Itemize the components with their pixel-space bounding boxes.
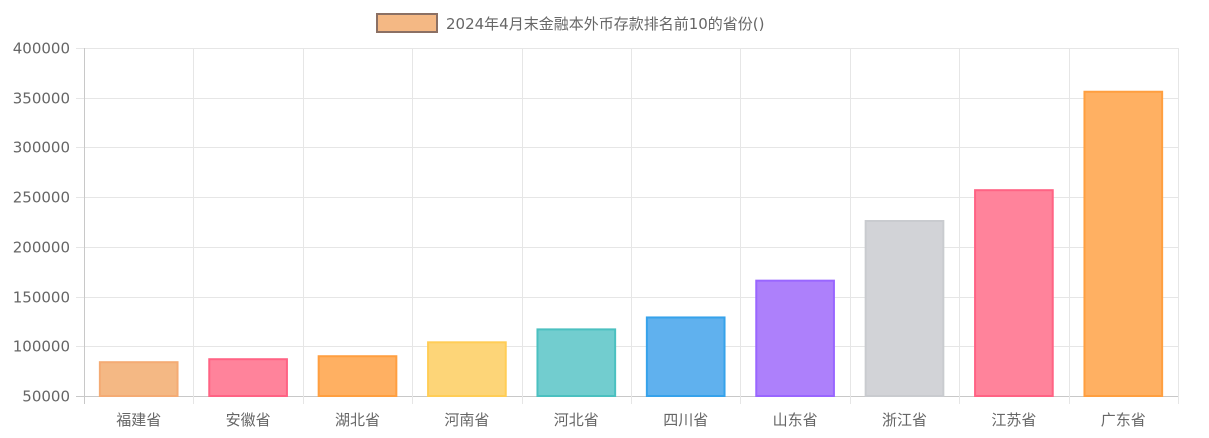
bar-2[interactable] <box>208 358 288 397</box>
bar-9[interactable] <box>974 189 1054 397</box>
x-tick-label: 河北省 <box>554 411 599 429</box>
y-tick-label: 300000 <box>13 139 70 157</box>
y-tick-label: 150000 <box>13 289 70 307</box>
bar-6[interactable] <box>645 316 726 397</box>
y-tick-label: 350000 <box>13 90 70 108</box>
x-tick-label: 福建省 <box>116 411 161 429</box>
x-tick-label: 广东省 <box>1101 411 1146 429</box>
bar-8[interactable] <box>864 220 945 397</box>
legend-label[interactable]: 2024年4月末金融本外币存款排名前10的省份() <box>446 15 765 33</box>
legend[interactable]: 2024年4月末金融本外币存款排名前10的省份() <box>376 13 765 33</box>
grid-lines <box>76 48 1179 404</box>
legend-swatch[interactable] <box>376 13 438 33</box>
x-tick-label: 浙江省 <box>882 411 927 429</box>
bars <box>98 90 1164 398</box>
y-tick-label: 200000 <box>13 239 70 257</box>
bar-7[interactable] <box>755 279 835 398</box>
x-axis: 福建省 安徽省 湖北省 河南省 河北省 四川省 山东省 浙江省 江苏省 广东省 <box>116 411 1146 429</box>
x-tick-label: 河南省 <box>444 411 489 429</box>
y-tick-label: 50000 <box>22 388 70 406</box>
x-tick-label: 江苏省 <box>991 411 1036 429</box>
y-tick-label: 100000 <box>13 338 70 356</box>
x-tick-label: 四川省 <box>663 411 708 429</box>
bar-1[interactable] <box>98 361 179 397</box>
x-tick-label: 湖北省 <box>335 411 380 429</box>
bar-5[interactable] <box>536 328 617 397</box>
y-axis: 400000 350000 300000 250000 200000 150000 1000… <box>13 40 70 406</box>
x-tick-label: 山东省 <box>773 411 818 429</box>
y-tick-label: 250000 <box>13 189 70 207</box>
y-tick-label: 400000 <box>13 40 70 58</box>
x-tick-label: 安徽省 <box>226 411 271 429</box>
bar-10[interactable] <box>1083 90 1164 398</box>
bar-3[interactable] <box>317 355 398 398</box>
bar-4[interactable] <box>427 341 507 397</box>
